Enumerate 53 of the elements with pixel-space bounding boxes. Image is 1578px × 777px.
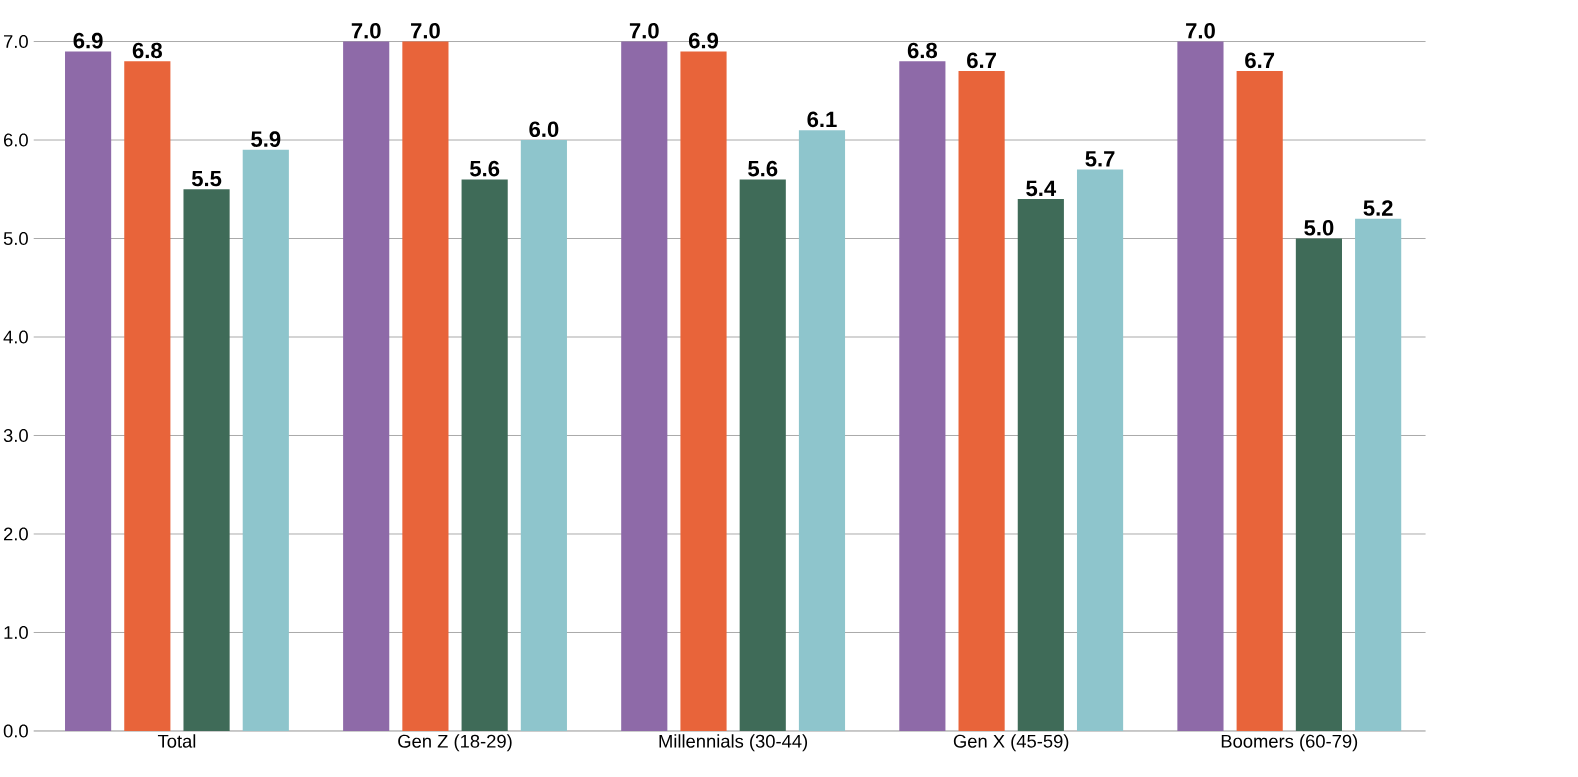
y-tick-label: 5.0 (3, 231, 28, 245)
data-label: 5.7 (1085, 151, 1115, 167)
y-tick-label: 1.0 (4, 625, 28, 639)
bar (680, 51, 727, 731)
data-label: 5.0 (1304, 219, 1334, 236)
data-label: 7.0 (351, 22, 381, 39)
data-label: 6.7 (967, 52, 996, 69)
data-label: 7.0 (629, 22, 659, 39)
y-tick-label: 4.0 (3, 330, 28, 344)
bar (739, 179, 786, 731)
y-tick-label: 0.0 (3, 724, 28, 738)
data-label: 5.6 (469, 160, 500, 177)
bar (1355, 218, 1402, 731)
bar (1017, 199, 1064, 731)
bar (899, 61, 946, 731)
y-tick-label: 6.0 (4, 133, 28, 147)
data-label: 6.0 (529, 121, 559, 138)
bar (958, 71, 1005, 731)
y-tick-label: 7.0 (4, 34, 28, 48)
data-label: 6.8 (907, 42, 938, 59)
data-label: 6.1 (807, 111, 837, 128)
data-label: 6.8 (132, 42, 162, 59)
bar (65, 51, 112, 731)
data-label: 7.0 (411, 22, 440, 39)
bar (1236, 71, 1283, 731)
bar (798, 130, 846, 731)
x-tick-label: Gen X (45-59) (953, 734, 1069, 752)
bar (621, 41, 668, 731)
x-tick-label: Gen Z (18-29) (398, 734, 512, 752)
bar (242, 149, 289, 731)
data-label: 5.9 (251, 131, 281, 147)
data-label: 6.9 (73, 32, 103, 49)
bar (1295, 238, 1342, 731)
data-label: 6.9 (688, 32, 719, 49)
bar (124, 61, 171, 731)
bar (461, 179, 508, 731)
bar (402, 41, 449, 731)
bar (343, 41, 390, 731)
data-label: 5.5 (191, 170, 222, 187)
x-tick-label: Total (157, 734, 196, 748)
bar (1177, 41, 1224, 731)
x-tick-label: Boomers (60-79) (1221, 734, 1358, 752)
x-tick-label: Millennials (30-44) (659, 734, 808, 752)
bar (183, 189, 230, 731)
data-label: 7.0 (1186, 22, 1215, 39)
bar (1076, 169, 1124, 731)
data-label: 5.6 (748, 160, 778, 177)
y-tick-label: 2.0 (4, 527, 28, 541)
data-label: 5.2 (1363, 200, 1393, 216)
bar (520, 139, 567, 731)
data-label: 6.7 (1245, 52, 1275, 69)
data-label: 5.4 (1026, 180, 1057, 197)
y-tick-label: 3.0 (3, 428, 28, 442)
